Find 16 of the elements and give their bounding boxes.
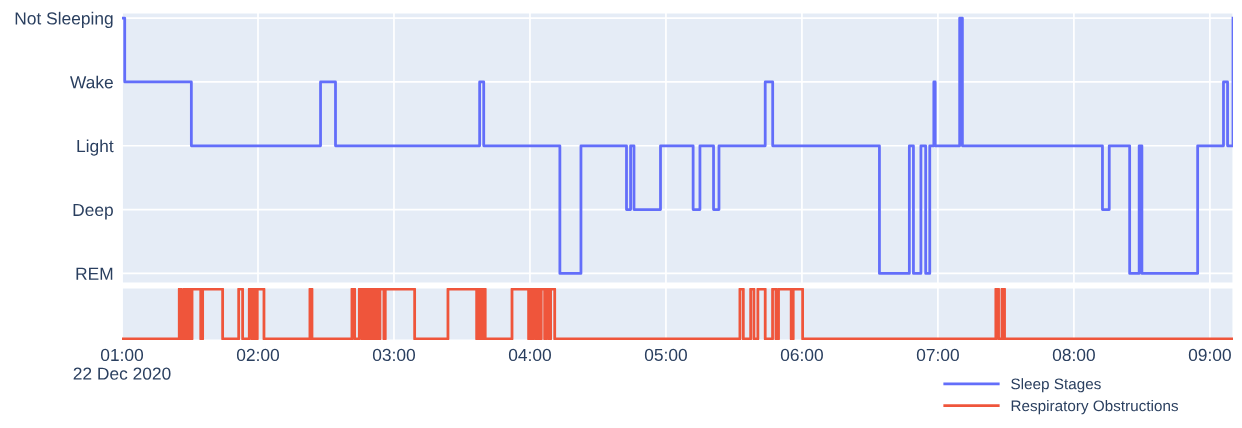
x-tick-label: 02:00 bbox=[236, 348, 280, 362]
legend-label: Sleep Stages bbox=[1011, 378, 1101, 393]
category-label: Light bbox=[77, 139, 114, 156]
x-tick-label: 08:00 bbox=[1052, 348, 1095, 362]
x-tick-label: 05:00 bbox=[644, 348, 687, 362]
category-label: Deep bbox=[73, 203, 113, 220]
x-tick-label: 01:00 22 Dec 2020 bbox=[73, 348, 171, 380]
x-tick-label: 09:00 bbox=[1188, 348, 1231, 362]
x-tick-label: 04:00 bbox=[508, 348, 551, 362]
legend-label: Respiratory Obstructions bbox=[1011, 400, 1179, 415]
x-tick-label: 06:00 bbox=[780, 348, 823, 362]
x-tick-label: 07:00 bbox=[916, 348, 959, 362]
category-label: Not Sleeping bbox=[15, 11, 113, 28]
category-label: Wake bbox=[70, 75, 113, 89]
category-label: REM bbox=[76, 267, 113, 280]
x-tick-label: 03:00 bbox=[372, 348, 416, 362]
